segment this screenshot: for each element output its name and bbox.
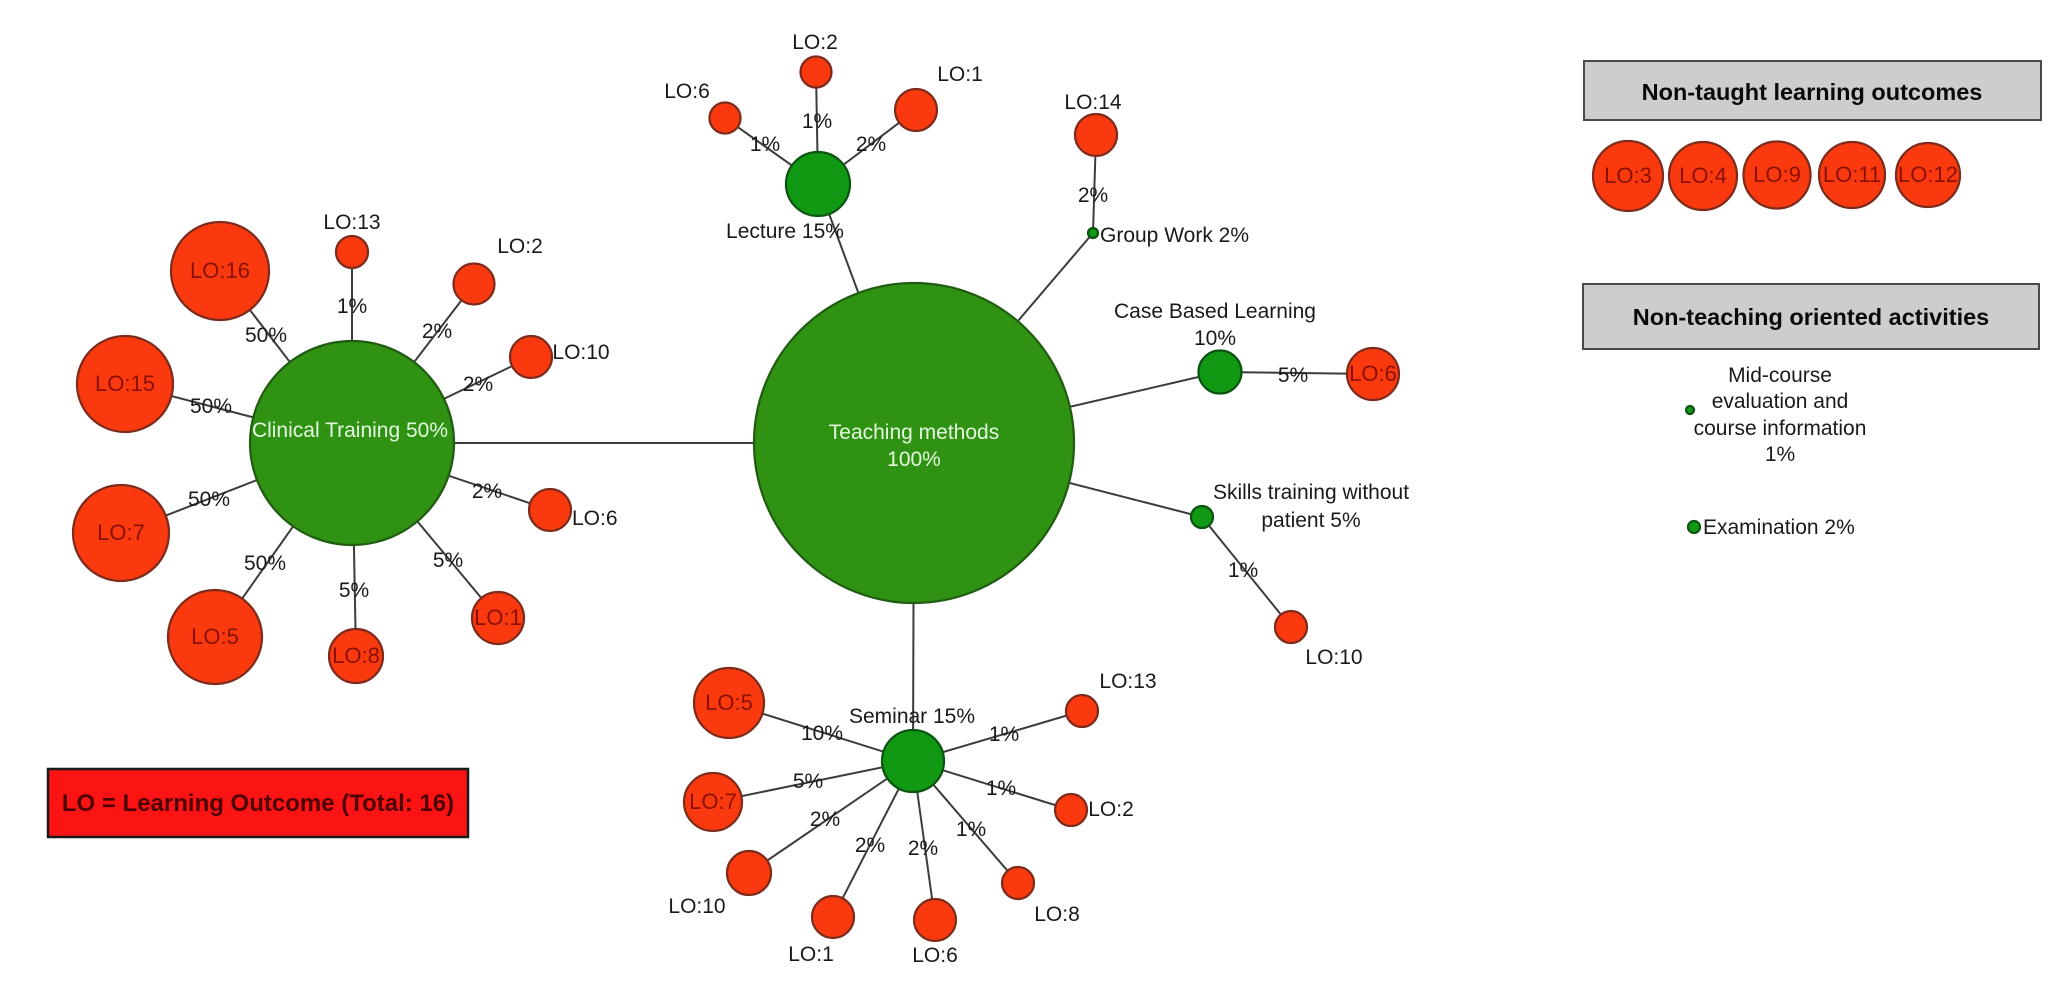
svg-text:2%: 2% [810,808,840,831]
svg-text:50%: 50% [244,552,286,575]
svg-text:2%: 2% [463,373,493,396]
svg-text:Non-teaching oriented activiti: Non-teaching oriented activities [1633,304,1989,330]
svg-text:LO:15: LO:15 [95,371,155,396]
svg-text:1%: 1% [1228,559,1258,582]
svg-text:2%: 2% [908,837,938,860]
svg-text:LO:2: LO:2 [792,31,838,54]
svg-text:LO:16: LO:16 [190,258,250,283]
svg-text:Group Work 2%: Group Work 2% [1100,224,1249,247]
svg-text:50%: 50% [188,488,230,511]
svg-text:course information: course information [1694,417,1867,440]
svg-text:1%: 1% [1765,443,1795,466]
svg-text:LO:7: LO:7 [97,520,145,545]
svg-text:LO:14: LO:14 [1064,91,1122,114]
svg-text:Case Based Learning: Case Based Learning [1114,300,1316,323]
svg-text:LO:11: LO:11 [1823,162,1881,187]
svg-text:LO:6: LO:6 [664,80,710,103]
svg-text:1%: 1% [750,133,780,156]
svg-text:Examination 2%: Examination 2% [1703,516,1855,539]
svg-text:LO:1: LO:1 [474,605,522,630]
svg-text:2%: 2% [472,480,502,503]
svg-text:LO:6: LO:6 [1349,361,1397,386]
svg-text:LO:8: LO:8 [1034,903,1080,926]
svg-text:50%: 50% [190,395,232,418]
svg-text:LO:10: LO:10 [1305,646,1362,669]
svg-text:1%: 1% [956,818,986,841]
svg-text:10%: 10% [1194,327,1236,350]
svg-text:Non-taught learning outcomes: Non-taught learning outcomes [1642,79,1983,105]
svg-text:LO:1: LO:1 [788,943,834,966]
svg-text:patient 5%: patient 5% [1261,509,1360,532]
svg-text:LO:4: LO:4 [1679,163,1727,188]
svg-text:LO = Learning Outcome (Total:: LO = Learning Outcome (Total: 16) [62,790,454,817]
svg-text:Seminar 15%: Seminar 15% [849,705,975,728]
svg-text:LO:1: LO:1 [937,63,983,86]
svg-text:LO:13: LO:13 [323,211,380,234]
svg-text:5%: 5% [793,770,823,793]
svg-text:LO:6: LO:6 [912,944,958,967]
svg-text:Lecture 15%: Lecture 15% [726,220,844,243]
svg-text:10%: 10% [801,722,843,745]
svg-text:1%: 1% [986,777,1016,800]
svg-text:Skills training without: Skills training without [1213,481,1409,504]
svg-text:Mid-course: Mid-course [1728,364,1832,387]
svg-text:LO:7: LO:7 [689,789,737,814]
svg-text:LO:2: LO:2 [1088,798,1134,821]
svg-text:5%: 5% [339,579,369,602]
svg-text:LO:10: LO:10 [552,341,609,364]
svg-text:LO:2: LO:2 [497,235,543,258]
svg-text:LO:5: LO:5 [191,624,239,649]
svg-text:2%: 2% [1078,184,1108,207]
svg-text:2%: 2% [422,320,452,343]
svg-text:2%: 2% [856,133,886,156]
svg-text:Clinical Training 50%: Clinical Training 50% [252,419,448,442]
svg-text:LO:5: LO:5 [705,690,753,715]
svg-text:100%: 100% [887,448,941,471]
svg-text:LO:6: LO:6 [572,507,618,530]
svg-text:1%: 1% [337,295,367,318]
svg-text:50%: 50% [245,324,287,347]
svg-text:LO:12: LO:12 [1898,162,1958,187]
svg-text:1%: 1% [989,723,1019,746]
svg-text:evaluation and: evaluation and [1712,390,1849,413]
svg-text:LO:10: LO:10 [668,895,725,918]
svg-text:LO:3: LO:3 [1604,163,1652,188]
svg-text:2%: 2% [855,834,885,857]
svg-text:1%: 1% [802,110,832,133]
svg-text:LO:9: LO:9 [1753,162,1801,187]
svg-text:LO:8: LO:8 [332,643,380,668]
svg-text:Teaching methods: Teaching methods [829,421,999,444]
svg-text:5%: 5% [433,549,463,572]
svg-text:LO:13: LO:13 [1099,670,1156,693]
svg-text:5%: 5% [1278,364,1308,387]
